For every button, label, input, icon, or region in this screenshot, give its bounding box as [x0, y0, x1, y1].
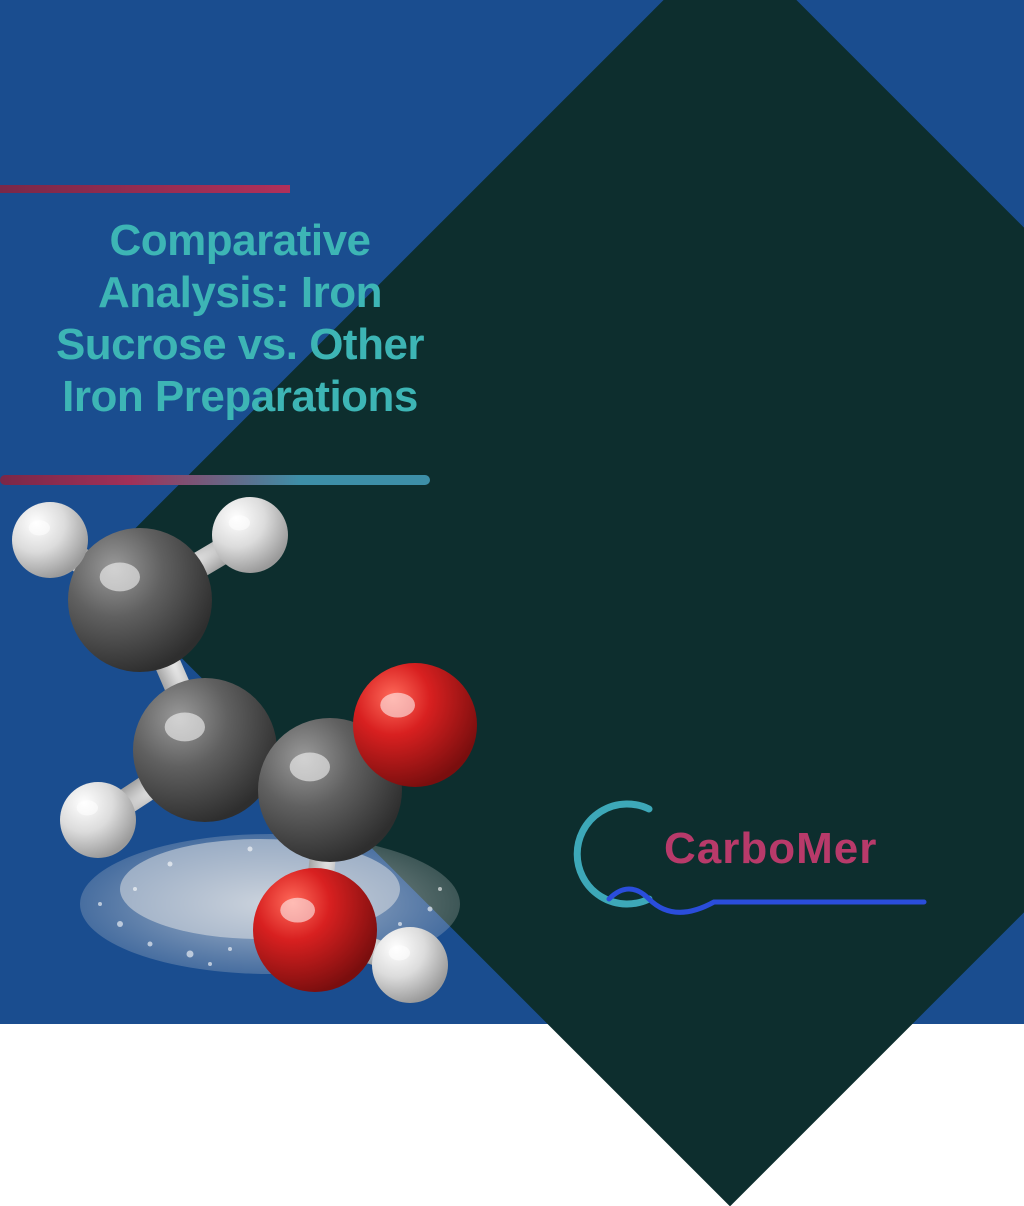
logo-text: CarboMer	[664, 824, 877, 874]
accent-line-top	[0, 185, 290, 193]
brand-logo: CarboMer	[554, 784, 934, 924]
molecule-graphic	[0, 470, 550, 1010]
main-title: Comparative Analysis: Iron Sucrose vs. O…	[20, 215, 460, 423]
infographic-canvas: Comparative Analysis: Iron Sucrose vs. O…	[0, 0, 1024, 1024]
